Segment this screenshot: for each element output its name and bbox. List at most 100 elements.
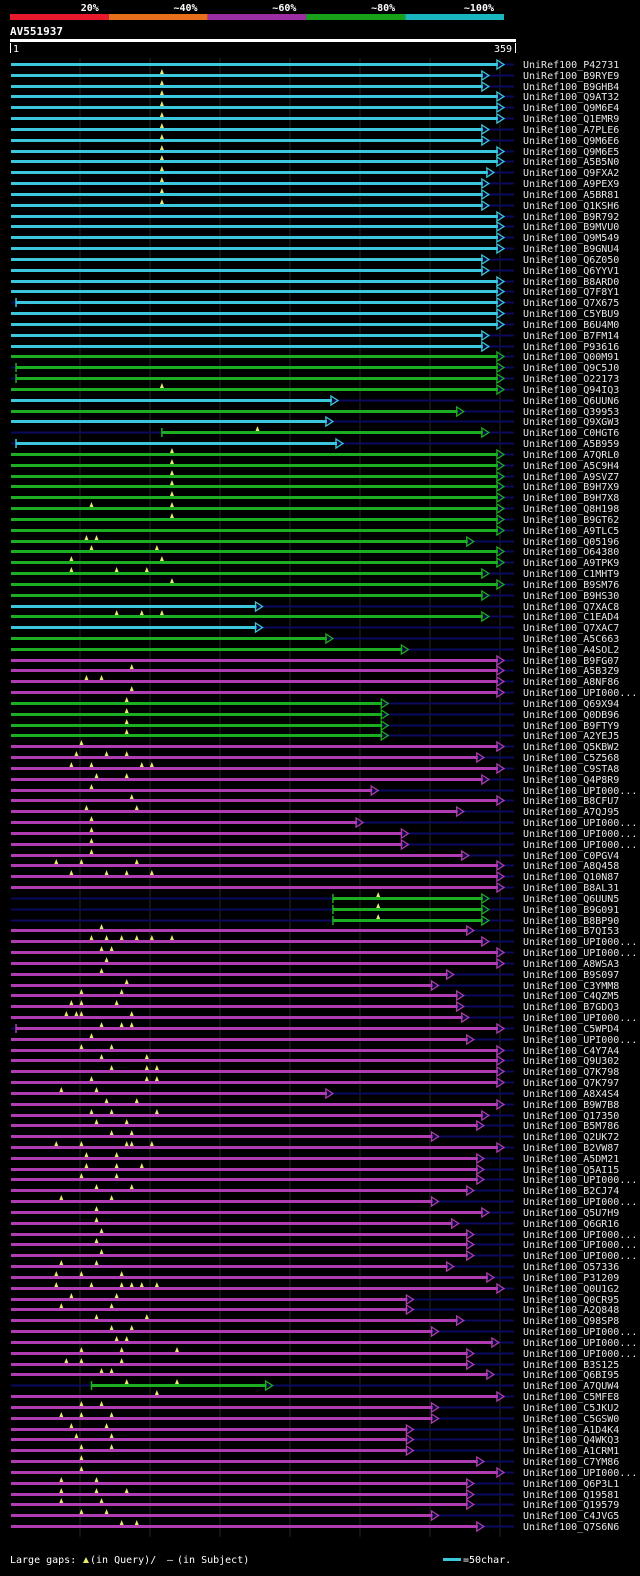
hit-bar[interactable]	[11, 236, 498, 239]
hit-label[interactable]: UniRef100_O22173	[523, 374, 619, 385]
hit-label[interactable]: UniRef100_Q7K798	[523, 1067, 619, 1078]
hit-bar[interactable]	[11, 1514, 433, 1517]
hit-row[interactable]: UniRef100_Q9M549	[11, 231, 619, 244]
hit-row[interactable]: UniRef100_UPI000...	[11, 686, 637, 699]
hit-row[interactable]: UniRef100_Q6YYV1	[11, 264, 619, 277]
hit-label[interactable]: UniRef100_P42731	[523, 60, 619, 71]
hit-bar[interactable]	[11, 1222, 453, 1225]
hit-bar[interactable]	[16, 1027, 498, 1030]
hit-bar[interactable]	[11, 171, 488, 174]
hit-row[interactable]: UniRef100_Q05196	[11, 535, 619, 548]
hit-row[interactable]: UniRef100_O64380	[11, 545, 619, 558]
hit-row[interactable]: UniRef100_A8NF86	[11, 675, 619, 688]
hit-bar[interactable]	[11, 691, 498, 694]
hit-row[interactable]: UniRef100_Q6GR16	[11, 1217, 619, 1230]
hit-label[interactable]: UniRef100_Q6UUN6	[523, 396, 619, 407]
hit-label[interactable]: UniRef100_Q9M549	[523, 233, 619, 244]
hit-label[interactable]: UniRef100_A8Q458	[523, 861, 619, 872]
hit-label[interactable]: UniRef100_A5B959	[523, 439, 619, 450]
hit-bar[interactable]	[11, 854, 463, 857]
hit-row[interactable]: UniRef100_A2Q848	[11, 1303, 619, 1316]
hit-row[interactable]: UniRef100_B7GDQ3	[11, 1000, 619, 1013]
hit-bar[interactable]	[11, 1146, 498, 1149]
hit-row[interactable]: UniRef100_O57336	[11, 1260, 619, 1273]
hit-row[interactable]: UniRef100_B9MVU0	[11, 220, 619, 233]
hit-row[interactable]: UniRef100_Q7S6N6	[11, 1520, 619, 1533]
hit-label[interactable]: UniRef100_P31209	[523, 1273, 619, 1284]
hit-label[interactable]: UniRef100_Q10N87	[523, 872, 619, 883]
hit-bar[interactable]	[11, 1525, 478, 1528]
hit-bar[interactable]	[11, 150, 498, 153]
hit-bar[interactable]	[11, 1103, 498, 1106]
hit-label[interactable]: UniRef100_A5B5N0	[523, 157, 619, 168]
hit-row[interactable]: UniRef100_Q1EMR9	[11, 112, 619, 125]
hit-label[interactable]: UniRef100_B9GHB4	[523, 82, 619, 93]
hit-bar[interactable]	[11, 1460, 478, 1463]
hit-bar[interactable]	[161, 431, 483, 434]
hit-bar[interactable]	[11, 529, 498, 532]
hit-label[interactable]: UniRef100_B9S097	[523, 970, 619, 981]
hit-bar[interactable]	[11, 583, 498, 586]
hit-row[interactable]: UniRef100_A8X4S4	[11, 1087, 619, 1100]
hit-bar[interactable]	[11, 1059, 498, 1062]
hit-bar[interactable]	[11, 139, 483, 142]
hit-label[interactable]: UniRef100_Q7XAC7	[523, 623, 619, 634]
hit-row[interactable]: UniRef100_C4QZM5	[11, 989, 619, 1002]
hit-bar[interactable]	[11, 1276, 488, 1279]
hit-bar[interactable]	[11, 1352, 468, 1355]
hit-bar[interactable]	[11, 951, 498, 954]
hit-row[interactable]: UniRef100_Q9XGW3	[11, 415, 619, 428]
hit-row[interactable]: UniRef100_B9FTY9	[11, 719, 619, 732]
hit-label[interactable]: UniRef100_B2VW87	[523, 1143, 619, 1154]
hit-label[interactable]: UniRef100_Q7S6N6	[523, 1522, 619, 1533]
hit-label[interactable]: UniRef100_Q9C5J0	[523, 363, 619, 374]
hit-bar[interactable]	[11, 1038, 468, 1041]
hit-bar[interactable]	[11, 875, 498, 878]
hit-row[interactable]: UniRef100_B9SM76	[11, 578, 619, 591]
hit-label[interactable]: UniRef100_Q9M6E6	[523, 136, 619, 147]
hit-label[interactable]: UniRef100_A4SOL2	[523, 645, 619, 656]
hit-row[interactable]: UniRef100_Q4P8R9	[11, 773, 619, 786]
hit-label[interactable]: UniRef100_C5JKU2	[523, 1403, 619, 1414]
hit-row[interactable]: UniRef100_UPI000...	[11, 946, 637, 959]
hit-label[interactable]: UniRef100_Q0U1G2	[523, 1284, 619, 1295]
hit-row[interactable]: UniRef100_A5BR81	[11, 188, 619, 201]
hit-row[interactable]: UniRef100_A8Q458	[11, 859, 619, 872]
hit-label[interactable]: UniRef100_B7FM14	[523, 331, 619, 342]
hit-bar[interactable]	[11, 1114, 483, 1117]
hit-row[interactable]: UniRef100_UPI000...	[11, 1228, 637, 1241]
hit-row[interactable]: UniRef100_Q6Z050	[11, 253, 619, 266]
hit-row[interactable]: UniRef100_A5B959	[11, 437, 619, 450]
hit-bar[interactable]	[11, 1243, 468, 1246]
hit-bar[interactable]	[11, 648, 403, 651]
hit-row[interactable]: UniRef100_C5YBU9	[11, 307, 619, 320]
hit-label[interactable]: UniRef100_A7QRL0	[523, 450, 619, 461]
hit-bar[interactable]	[11, 128, 483, 131]
hit-row[interactable]: UniRef100_UPI000...	[11, 1195, 637, 1208]
hit-row[interactable]: UniRef100_B9H7X9	[11, 480, 619, 493]
hit-label[interactable]: UniRef100_P93616	[523, 342, 619, 353]
hit-bar[interactable]	[11, 399, 332, 402]
hit-bar[interactable]	[11, 626, 257, 629]
hit-label[interactable]: UniRef100_B8AL31	[523, 883, 619, 894]
hit-row[interactable]: UniRef100_C1EAD4	[11, 610, 619, 623]
hit-bar[interactable]	[11, 702, 383, 705]
hit-bar[interactable]	[11, 1417, 433, 1420]
hit-row[interactable]: UniRef100_A5B3Z9	[11, 664, 619, 677]
hit-row[interactable]: UniRef100_A5C9H4	[11, 459, 619, 472]
hit-bar[interactable]	[11, 1081, 498, 1084]
hit-label[interactable]: UniRef100_Q0DB96	[523, 710, 619, 721]
hit-label[interactable]: UniRef100_C0HGT6	[523, 428, 619, 439]
hit-row[interactable]: UniRef100_B7QI53	[11, 924, 619, 937]
hit-row[interactable]: UniRef100_Q0U1G2	[11, 1282, 619, 1295]
hit-bar[interactable]	[11, 1319, 458, 1322]
hit-row[interactable]: UniRef100_A5DM21	[11, 1152, 619, 1165]
hit-row[interactable]: UniRef100_Q0DB96	[11, 708, 619, 721]
hit-row[interactable]: UniRef100_Q7X675	[11, 296, 619, 309]
hit-bar[interactable]	[11, 561, 498, 564]
hit-label[interactable]: UniRef100_Q19581	[523, 1490, 619, 1501]
hit-label[interactable]: UniRef100_UPI000...	[523, 1035, 637, 1046]
hit-label[interactable]: UniRef100_A5BR81	[523, 190, 619, 201]
hit-label[interactable]: UniRef100_B5M786	[523, 1121, 619, 1132]
hit-label[interactable]: UniRef100_Q7F8Y1	[523, 287, 619, 298]
